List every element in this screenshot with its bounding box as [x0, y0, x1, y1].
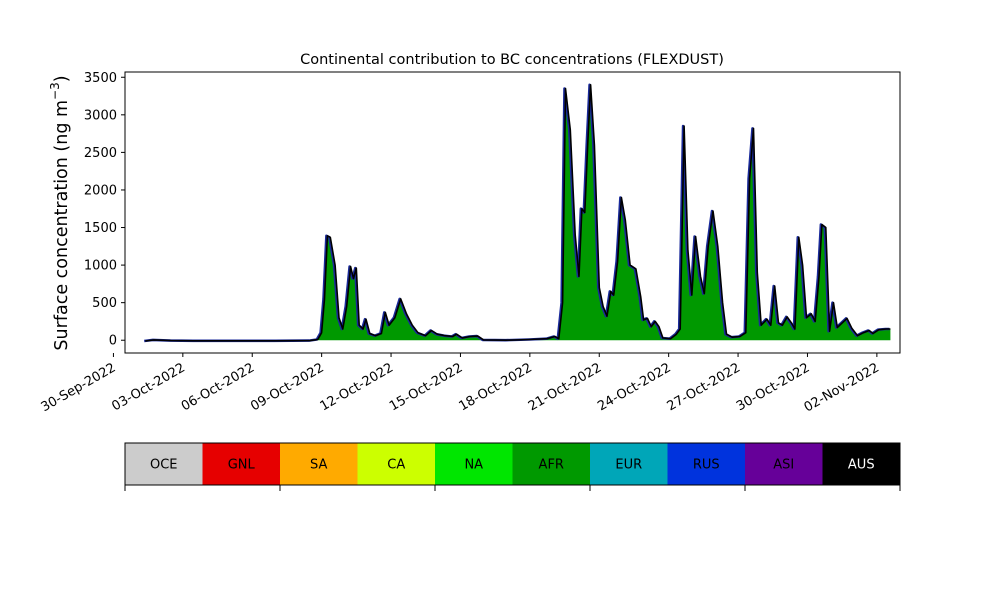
legend-swatch-rus	[667, 443, 746, 485]
legend-label-aus: AUS	[848, 458, 875, 473]
legend-swatch-eur	[590, 443, 668, 485]
legend-label-afr: AFR	[539, 458, 564, 473]
x-tick-label: 18-Oct-2022	[456, 360, 534, 414]
x-tick-label: 12-Oct-2022	[318, 360, 396, 414]
rus-contribution-edge	[144, 83, 890, 343]
plot-area: 050010001500200025003000350030-Sep-20220…	[39, 71, 901, 415]
legend-swatch-ca	[357, 443, 436, 485]
legend-swatch-aus	[822, 443, 901, 485]
y-axis-label-text: Surface concentration (ng m	[52, 100, 72, 351]
y-tick-label: 3500	[84, 71, 117, 86]
legend-label-asi: ASI	[773, 458, 794, 473]
y-tick-label: 0	[109, 334, 117, 349]
x-tick-label: 15-Oct-2022	[387, 360, 465, 414]
x-tick-label: 30-Oct-2022	[734, 360, 812, 414]
x-tick-label: 24-Oct-2022	[595, 360, 673, 414]
legend-label-rus: RUS	[693, 458, 720, 473]
y-tick-label: 1000	[84, 259, 117, 274]
legend-label-ca: CA	[387, 458, 405, 473]
y-axis-label-close: )	[52, 75, 72, 82]
y-axis-label-exponent: −3	[48, 82, 62, 100]
x-tick-label: 02-Nov-2022	[802, 360, 882, 415]
legend-label-gnl: GNL	[228, 458, 256, 473]
legend-colorbar: OCE GNL SA CA NA AFR EUR RUS ASI AUS	[124, 442, 901, 491]
x-tick-label: 03-Oct-2022	[109, 360, 187, 414]
plot-frame	[124, 71, 901, 354]
afr-contribution-area	[145, 84, 891, 342]
legend-label-sa: SA	[310, 458, 327, 473]
y-axis-label: Surface concentration (ng m−3)	[48, 75, 72, 350]
y-tick-label: 2000	[84, 183, 117, 198]
total-concentration-line	[145, 84, 891, 342]
x-tick-label: 27-Oct-2022	[665, 360, 743, 414]
legend-swatch-sa	[280, 443, 358, 485]
x-tick-label: 09-Oct-2022	[248, 360, 326, 414]
y-tick-label: 1500	[84, 221, 117, 236]
legend-swatch-na	[435, 443, 513, 485]
legend-label-eur: EUR	[615, 458, 642, 473]
legend-swatch-gnl	[202, 443, 281, 485]
y-tick-label: 500	[92, 296, 117, 311]
x-tick-label: 06-Oct-2022	[179, 360, 257, 414]
chart-title: Continental contribution to BC concentra…	[300, 52, 724, 68]
legend-swatch-asi	[745, 443, 823, 485]
legend-label-na: NA	[464, 458, 483, 473]
legend-frame	[124, 442, 901, 486]
legend-swatch-oce	[125, 443, 203, 485]
legend-swatch-afr	[512, 443, 591, 485]
y-tick-label: 3000	[84, 108, 117, 123]
y-tick-label: 2500	[84, 146, 117, 161]
x-tick-label: 21-Oct-2022	[526, 360, 604, 414]
legend-label-oce: OCE	[150, 458, 178, 473]
x-tick-label: 30-Sep-2022	[39, 360, 119, 415]
